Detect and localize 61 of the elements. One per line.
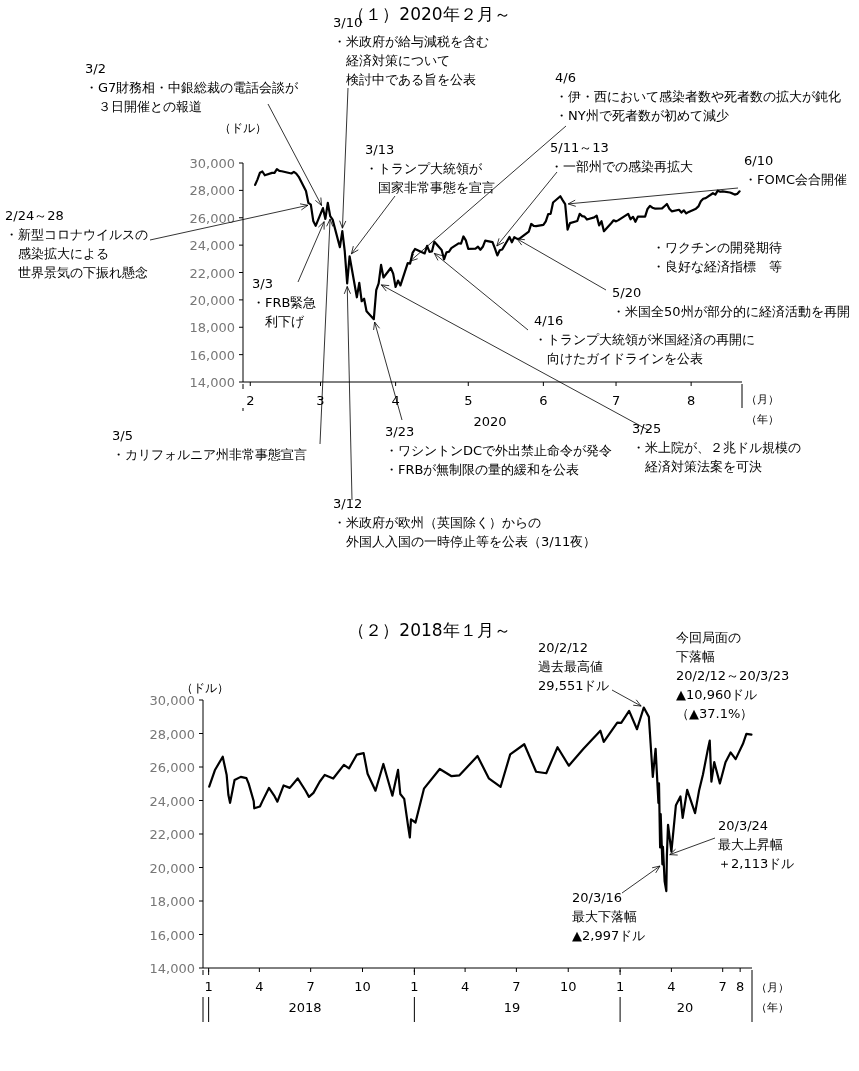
x-tick-label: 8 — [686, 393, 696, 408]
y-tick-label: 30,000 — [149, 693, 195, 708]
annotation: 3/12 ・米政府が欧州（英国除く）からの外国人入国の一時停止等を公表（3/11夜） — [333, 496, 597, 549]
annotation: ・ワクチンの開発期待・良好な経済指標 等 — [652, 240, 782, 274]
y-axis-title: （ドル） — [219, 121, 267, 135]
annotation: 20/3/24 最大上昇幅＋2,113ドル — [718, 818, 795, 871]
y-tick-label: 16,000 — [149, 927, 195, 943]
y-tick-label: 24,000 — [149, 793, 195, 809]
text: 19 — [503, 1000, 521, 1015]
y-tick-label: 14,000 — [189, 375, 235, 390]
y-tick-label: 22,000 — [149, 827, 195, 842]
x-tick-label: 1 — [615, 979, 625, 994]
annotation: 3/13 ・トランプ大統領が国家非常事態を宣言 — [365, 142, 495, 195]
annotation: 5/11～13 ・一部州での感染再拡大 — [550, 140, 693, 174]
annotation: 6/10 ・FOMC会合開催 — [744, 153, 848, 187]
y-tick-label: 30,000 — [189, 156, 235, 171]
annotation: 3/5 ・カリフォルニア州非常事態宣言 — [112, 428, 307, 462]
x-tick-label: 3 — [316, 393, 325, 408]
y-tick-label: 26,000 — [189, 210, 235, 226]
annotation: 3/3 ・FRB緊急利下げ — [252, 276, 317, 329]
annotation: 20/2/12 過去最高値 29,551ドル — [538, 640, 610, 693]
y-tick-label: 18,000 — [149, 894, 195, 909]
x-tick-label: 7 — [306, 979, 315, 994]
x-tick-label: 4 — [460, 979, 470, 994]
text: 2020 — [473, 414, 507, 429]
y-tick-label: 20,000 — [189, 292, 235, 308]
chart-title: （２）2018年１月～ — [348, 620, 511, 640]
x-tick-label: 4 — [667, 979, 676, 994]
y-tick-label: 28,000 — [189, 183, 235, 199]
annotation: 2/24～28 ・新型コロナウイルスの感染拡大による世界景気の下振れ懸念 — [5, 208, 148, 280]
y-tick-label: 14,000 — [149, 961, 195, 976]
text: （月） — [746, 393, 779, 406]
x-tick-label: 1 — [204, 979, 213, 994]
x-tick-label: 6 — [539, 393, 548, 408]
x-tick-label: 7 — [512, 979, 521, 994]
y-tick-label: 16,000 — [189, 347, 235, 363]
text: （月） — [756, 981, 789, 994]
x-tick-label: 8 — [736, 979, 745, 994]
y-tick-label: 22,000 — [189, 265, 235, 281]
annotation: 4/6 ・伊・西において感染者数や死者数の拡大が鈍化・NY州で死者数が初めて減少 — [555, 70, 841, 123]
y-tick-label: 28,000 — [149, 726, 195, 742]
x-tick-label: 5 — [464, 393, 473, 408]
x-tick-label: 7 — [611, 393, 621, 408]
x-tick-label: 1 — [410, 979, 419, 994]
y-tick-label: 26,000 — [149, 760, 195, 775]
y-tick-label: 20,000 — [149, 860, 195, 876]
text: 20 — [676, 1000, 694, 1015]
annotation: 今回局面の下落幅 20/2/12～20/3/23 ▲10,960ドル（▲37.1%） — [676, 630, 790, 721]
x-tick-label: 10 — [354, 979, 371, 994]
x-tick-label: 7 — [718, 979, 727, 994]
y-axis-title: （ドル） — [181, 681, 229, 695]
x-tick-label: 4 — [391, 393, 400, 408]
x-tick-label: 2 — [246, 393, 255, 408]
text: （年） — [756, 1001, 789, 1014]
x-tick-label: 4 — [255, 979, 264, 994]
y-tick-label: 24,000 — [189, 238, 235, 254]
annotation: 20/3/16 最大下落幅▲2,997ドル — [572, 890, 646, 943]
text: 2018 — [288, 1000, 322, 1015]
x-tick-label: 10 — [559, 979, 577, 994]
annotation: 3/2 ・G7財務相・中銀総裁の電話会談が３日開催との報道 — [85, 61, 300, 114]
y-tick-label: 18,000 — [189, 320, 235, 336]
